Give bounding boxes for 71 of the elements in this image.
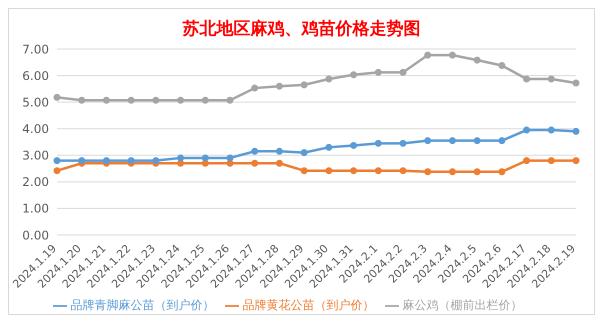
point: [498, 137, 506, 144]
point: [152, 157, 160, 164]
chart-title: 苏北地区麻鸡、鸡苗价格走势图: [182, 18, 422, 41]
point: [572, 157, 580, 164]
y-tick-label: 2.00: [22, 175, 49, 190]
point: [350, 71, 358, 78]
point: [400, 140, 406, 147]
point: [78, 96, 86, 104]
point: [424, 168, 432, 176]
point: [448, 52, 456, 59]
point: [498, 62, 506, 69]
y-tick-label: 1.00: [22, 202, 49, 216]
point: [226, 96, 234, 104]
y-tick-label: 7.00: [22, 42, 49, 56]
point: [251, 148, 258, 155]
point: [325, 76, 332, 83]
point: [102, 96, 110, 104]
point: [78, 157, 86, 164]
point: [474, 137, 481, 144]
point: [548, 157, 555, 164]
point: [400, 167, 406, 174]
point: [300, 167, 308, 174]
point: [226, 154, 234, 162]
legend-label: 品牌青脚麻公苗（到户价）: [70, 298, 214, 312]
point: [128, 96, 135, 104]
point: [276, 148, 283, 155]
point: [548, 76, 555, 83]
point: [523, 76, 530, 83]
point: [548, 126, 555, 134]
point: [350, 167, 358, 174]
point: [424, 137, 432, 144]
legend-label: 麻公鸡（棚前出栏价）: [402, 298, 522, 312]
y-tick-label: 5.00: [22, 95, 49, 110]
point: [374, 68, 382, 76]
point: [54, 157, 60, 164]
point: [152, 96, 160, 104]
point: [54, 94, 60, 101]
point: [202, 154, 209, 162]
point: [474, 56, 481, 64]
point: [177, 96, 184, 104]
point: [400, 68, 406, 76]
point: [325, 167, 332, 174]
y-tick-label: 6.00: [22, 68, 49, 83]
point: [128, 157, 135, 164]
point: [300, 81, 308, 88]
point: [251, 160, 258, 167]
y-tick-label: 3.00: [22, 148, 49, 163]
point: [276, 160, 283, 167]
point: [202, 96, 209, 104]
point: [523, 126, 530, 134]
point: [177, 154, 184, 162]
point: [424, 52, 432, 59]
point: [523, 157, 530, 164]
point: [300, 149, 308, 156]
point: [572, 80, 580, 87]
point: [374, 167, 382, 174]
point: [448, 137, 456, 144]
y-tick-label: 4.00: [22, 122, 49, 136]
point: [350, 142, 358, 149]
point: [448, 168, 456, 176]
point: [276, 82, 283, 90]
legend-label: 品牌黄花公苗（到户价）: [242, 298, 374, 312]
point: [498, 168, 506, 176]
point: [374, 140, 382, 147]
point: [474, 168, 481, 176]
y-tick-label: 0.00: [22, 228, 49, 242]
point: [572, 128, 580, 135]
point: [54, 167, 60, 174]
point: [251, 84, 258, 92]
point: [325, 144, 332, 151]
point: [102, 157, 110, 164]
